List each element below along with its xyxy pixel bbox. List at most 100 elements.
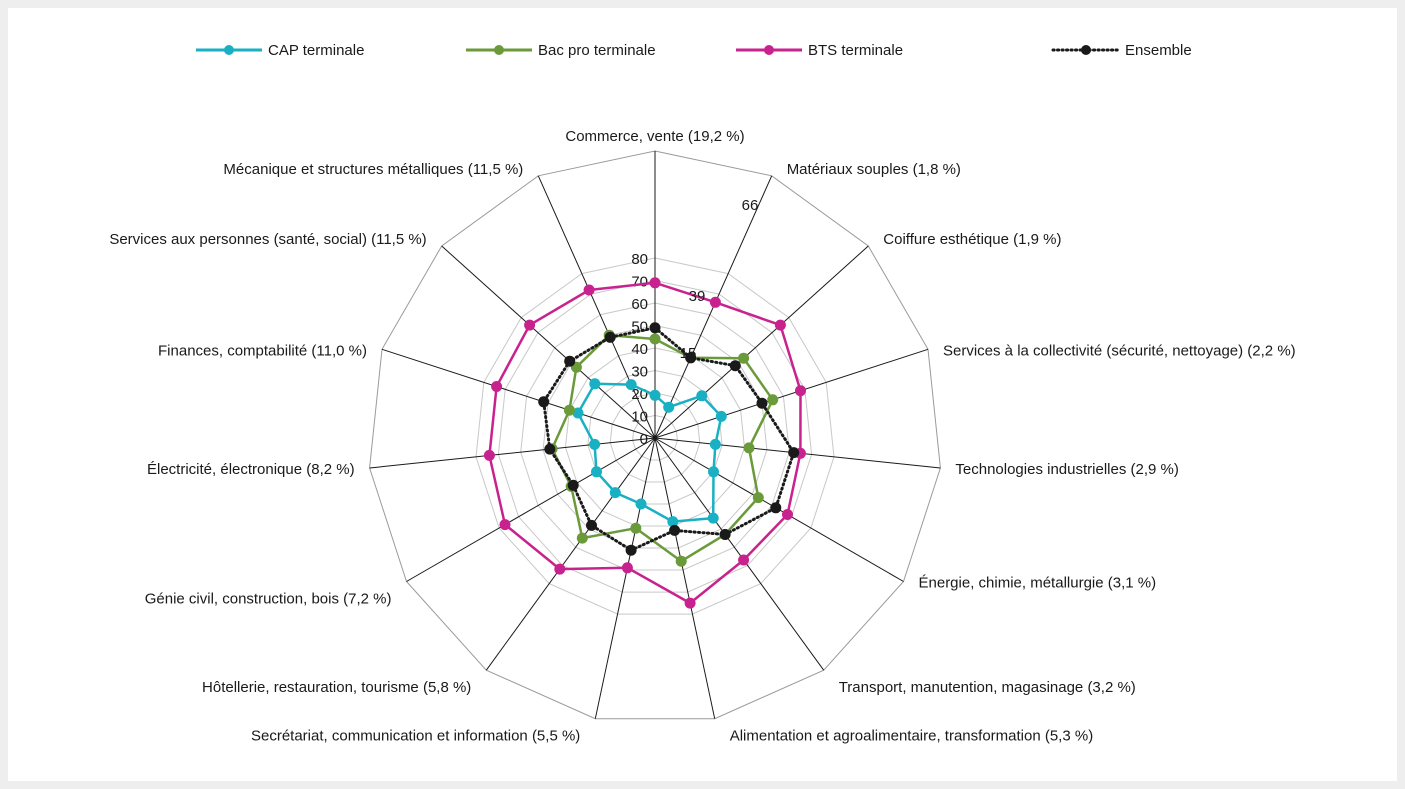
value-annotation: 15 bbox=[680, 345, 697, 362]
grid-ring bbox=[587, 369, 723, 505]
data-point bbox=[663, 401, 675, 413]
series-cap-terminale bbox=[572, 378, 727, 528]
data-point bbox=[524, 319, 536, 331]
data-point bbox=[563, 404, 575, 416]
data-point bbox=[649, 389, 661, 401]
legend-label: CAP terminale bbox=[268, 42, 364, 59]
legend-label: Bac pro terminale bbox=[538, 42, 656, 59]
category-label: Coiffure esthétique (1,9 %) bbox=[883, 231, 1061, 248]
grid-spoke bbox=[654, 437, 825, 671]
data-point bbox=[564, 355, 576, 367]
data-point bbox=[675, 555, 687, 567]
data-point bbox=[583, 284, 595, 296]
data-point bbox=[554, 563, 566, 575]
tick-label: 10 bbox=[631, 409, 648, 426]
data-point bbox=[774, 319, 786, 331]
data-point bbox=[715, 410, 727, 422]
data-point bbox=[719, 529, 731, 540]
data-point bbox=[708, 466, 719, 478]
data-point bbox=[630, 522, 642, 534]
data-point bbox=[782, 509, 793, 520]
data-point bbox=[669, 524, 681, 536]
category-label: Services aux personnes (santé, social) (… bbox=[109, 231, 426, 248]
series-line bbox=[550, 333, 774, 563]
series-line bbox=[576, 382, 723, 523]
tick-label: 70 bbox=[631, 274, 648, 291]
data-point bbox=[696, 390, 708, 402]
category-label: Génie civil, construction, bois (7,2 %) bbox=[145, 591, 392, 608]
legend-item: CAP terminale bbox=[196, 42, 364, 59]
data-point bbox=[667, 516, 679, 528]
data-point bbox=[499, 519, 511, 531]
data-point bbox=[738, 352, 750, 364]
data-point bbox=[743, 442, 755, 454]
category-labels: Commerce, vente (19,2 %) Matériaux souple… bbox=[109, 128, 1295, 745]
series-ensemble bbox=[538, 322, 800, 556]
legend-swatch-marker bbox=[1081, 45, 1091, 55]
legend-swatch-marker bbox=[764, 45, 774, 55]
legend: CAP terminale Bac pro terminale BTS termin… bbox=[196, 42, 1192, 59]
data-point bbox=[649, 333, 661, 345]
grid-spoke bbox=[537, 175, 656, 439]
data-point bbox=[649, 322, 661, 334]
tick-label: 0 bbox=[640, 431, 648, 448]
data-point bbox=[788, 447, 800, 459]
grid-spoke bbox=[369, 437, 656, 469]
data-point bbox=[795, 385, 806, 397]
data-point bbox=[738, 554, 750, 566]
grid-ring bbox=[497, 279, 813, 593]
data-point bbox=[576, 532, 588, 544]
category-label: Hôtellerie, restauration, tourisme (5,8 … bbox=[202, 679, 471, 696]
grid-spoke bbox=[654, 348, 929, 439]
data-point bbox=[621, 562, 633, 574]
grid-ring bbox=[542, 324, 768, 549]
grid-ring bbox=[564, 347, 746, 527]
series-line bbox=[488, 281, 802, 605]
category-label: Mécanique et structures métalliques (11,… bbox=[223, 161, 523, 178]
data-point bbox=[609, 487, 621, 499]
category-label: Services à la collectivité (sécurité, ne… bbox=[943, 342, 1296, 359]
category-label: Transport, manutention, magasinage (3,2 … bbox=[839, 679, 1136, 696]
legend-item: BTS terminale bbox=[736, 42, 903, 59]
category-label: Secrétariat, communication et informatio… bbox=[251, 728, 580, 745]
data-point bbox=[604, 331, 616, 343]
data-point bbox=[625, 544, 637, 556]
grid-spoke bbox=[654, 437, 716, 719]
data-point bbox=[544, 443, 556, 455]
data-point bbox=[567, 479, 579, 491]
grid-spoke bbox=[441, 245, 656, 439]
grid-ring bbox=[520, 302, 790, 571]
category-label: Finances, comptabilité (11,0 %) bbox=[158, 342, 367, 359]
category-label: Technologies industrielles (2,9 %) bbox=[955, 461, 1178, 478]
data-point bbox=[635, 498, 647, 510]
data-point bbox=[589, 438, 601, 450]
data-point bbox=[729, 360, 741, 372]
data-point bbox=[625, 379, 637, 391]
tick-label: 40 bbox=[631, 341, 648, 358]
grid-ring bbox=[609, 392, 701, 483]
series-group bbox=[483, 277, 806, 609]
data-point bbox=[491, 381, 503, 392]
data-point bbox=[770, 502, 782, 514]
data-point bbox=[572, 407, 584, 419]
data-point bbox=[591, 466, 602, 478]
legend-item: Bac pro terminale bbox=[466, 42, 656, 59]
legend-item: Ensemble bbox=[1051, 42, 1192, 59]
data-point bbox=[685, 352, 697, 364]
data-point bbox=[538, 396, 550, 408]
grid-ring bbox=[475, 257, 835, 615]
data-point bbox=[684, 597, 696, 609]
legend-swatch-marker bbox=[224, 45, 234, 55]
data-point bbox=[709, 438, 721, 450]
grid-ring bbox=[632, 414, 678, 461]
legend-swatch-marker bbox=[494, 45, 504, 55]
category-label: Énergie, chimie, métallurgie (3,1 %) bbox=[919, 575, 1157, 592]
category-label: Alimentation et agroalimentaire, transfo… bbox=[730, 728, 1094, 745]
series-line bbox=[542, 326, 796, 552]
grid-spoke bbox=[654, 245, 869, 439]
data-point bbox=[767, 394, 779, 406]
tick-label: 60 bbox=[631, 296, 648, 313]
grid-spoke bbox=[485, 437, 656, 671]
